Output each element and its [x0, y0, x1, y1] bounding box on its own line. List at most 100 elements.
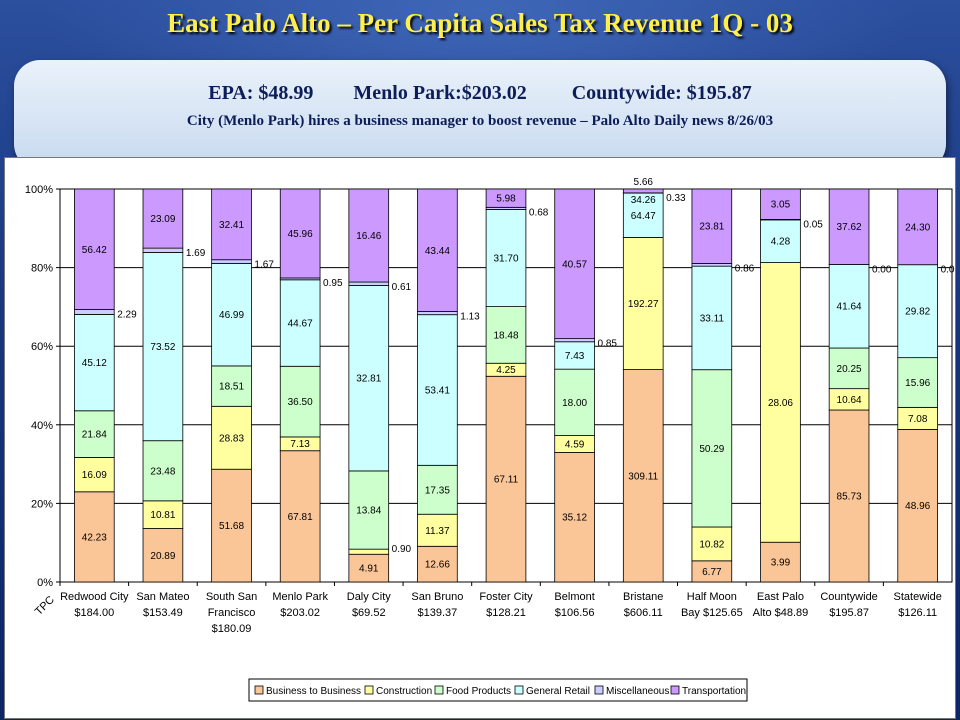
legend-entry: Business to Business — [266, 686, 361, 697]
data-label: 3.05 — [771, 200, 791, 211]
legend-swatch — [594, 685, 604, 695]
data-label: 0.00 — [941, 265, 955, 276]
data-label: 2.29 — [117, 310, 137, 321]
legend-entry: Transportation — [682, 686, 746, 697]
legend-swatch — [364, 685, 374, 695]
bar-segment — [417, 314, 458, 466]
data-label: 42.23 — [82, 532, 107, 543]
bar-segment — [74, 188, 115, 310]
legend-entry: Food Products — [446, 686, 511, 697]
summary-menlo-park: Menlo Park:$203.02 — [353, 82, 527, 104]
y-tick-label: 80% — [31, 263, 53, 275]
bar-segment — [211, 365, 252, 407]
axis-note: TPC — [33, 594, 57, 618]
data-label: 4.91 — [359, 564, 379, 575]
legend-swatch — [514, 685, 524, 695]
data-label: 13.84 — [356, 506, 381, 517]
data-label: 0.05 — [803, 219, 823, 230]
x-category-label: Half Moon — [687, 591, 737, 603]
bar-segment — [142, 500, 184, 529]
data-label: 32.41 — [219, 220, 244, 231]
data-label: 15.96 — [905, 378, 930, 389]
x-category-label: $203.02 — [280, 607, 320, 619]
legend-swatch — [254, 685, 264, 695]
x-category-label: Statewide — [894, 591, 942, 603]
data-label: 46.99 — [219, 310, 244, 321]
bar-segment — [485, 209, 527, 307]
bar-segment — [691, 265, 733, 371]
data-label: 45.96 — [288, 229, 313, 240]
data-label: 23.81 — [699, 222, 724, 233]
data-label: 6.77 — [702, 567, 722, 578]
x-category-label: $606.11 — [624, 607, 663, 619]
data-label: 5.66 — [633, 177, 653, 188]
x-category-label: $128.21 — [486, 607, 526, 619]
x-category-label: San Bruno — [411, 591, 463, 603]
x-category-label: $153.49 — [143, 607, 183, 619]
data-label: 67.11 — [494, 475, 519, 486]
bar-segment — [760, 262, 801, 543]
bar-segment — [760, 188, 801, 220]
data-label: 48.96 — [905, 501, 930, 512]
x-category-label: East Palo — [757, 591, 804, 603]
x-category-label: $139.37 — [418, 607, 458, 619]
legend — [248, 678, 748, 702]
data-label: 10.81 — [150, 510, 175, 521]
x-category-label: $106.56 — [555, 607, 595, 619]
x-category-label: Bay $125.65 — [681, 607, 743, 619]
data-label: 85.73 — [837, 491, 862, 502]
bar-segment — [211, 468, 252, 583]
data-label: 28.83 — [219, 433, 244, 444]
data-label: 36.50 — [288, 397, 313, 408]
bar-segment — [74, 491, 115, 583]
data-label: 1.13 — [460, 312, 480, 323]
data-label: 34.26 — [631, 195, 656, 206]
data-label: 10.82 — [699, 539, 724, 550]
bar-segment — [828, 409, 870, 583]
summary-line: EPA: $48.99 Menlo Park:$203.02 Countywid… — [0, 82, 960, 105]
legend-entry: General Retail — [526, 686, 590, 697]
data-label: 29.82 — [905, 307, 930, 318]
bar-segment — [211, 188, 252, 261]
y-tick-label: 0% — [37, 577, 53, 589]
data-label: 1.67 — [254, 260, 274, 271]
data-label: 0.95 — [323, 278, 343, 289]
x-category-label: Belmont — [554, 591, 594, 603]
data-label: 4.28 — [771, 237, 791, 248]
bar-segment — [348, 553, 390, 583]
bar-segment — [142, 252, 184, 442]
data-label: 309.11 — [628, 471, 658, 482]
bar-segment — [279, 279, 321, 367]
data-label: 41.64 — [837, 302, 862, 313]
x-category-label: $184.00 — [74, 607, 114, 619]
bar-segment — [142, 247, 184, 253]
data-label: 192.27 — [628, 299, 659, 310]
data-label: 7.43 — [565, 351, 585, 362]
bar-segment — [279, 450, 321, 583]
bar-segment — [74, 457, 115, 493]
bar-segment — [622, 237, 664, 370]
data-label: 18.51 — [219, 382, 244, 393]
x-category-label: $69.52 — [352, 607, 386, 619]
bar-segment — [211, 259, 252, 264]
data-label: 0.33 — [666, 193, 686, 204]
chart-area: 0% 20% 40% 60% 80% 100% 42.23 16.09 21.84 45.12 2.… — [4, 157, 956, 719]
data-label: 5.98 — [496, 194, 516, 205]
bar-segment — [417, 311, 458, 316]
data-label: 37.62 — [837, 222, 862, 233]
legend-entry: Construction — [376, 686, 432, 697]
bar-segment — [691, 188, 733, 264]
data-label: 28.06 — [768, 398, 793, 409]
bar-segment — [622, 188, 664, 194]
data-label: 7.08 — [908, 414, 928, 425]
bar-segment — [417, 545, 458, 583]
bar-segment — [485, 375, 527, 583]
bar-segment — [622, 192, 664, 238]
bar-segment — [691, 526, 733, 562]
bar-segment — [348, 281, 390, 286]
data-label: 31.70 — [493, 254, 518, 265]
bar-segment — [142, 440, 184, 502]
x-category-label: $195.87 — [829, 607, 869, 619]
y-tick-label: 20% — [31, 498, 53, 510]
x-category-label: Menlo Park — [272, 591, 328, 603]
